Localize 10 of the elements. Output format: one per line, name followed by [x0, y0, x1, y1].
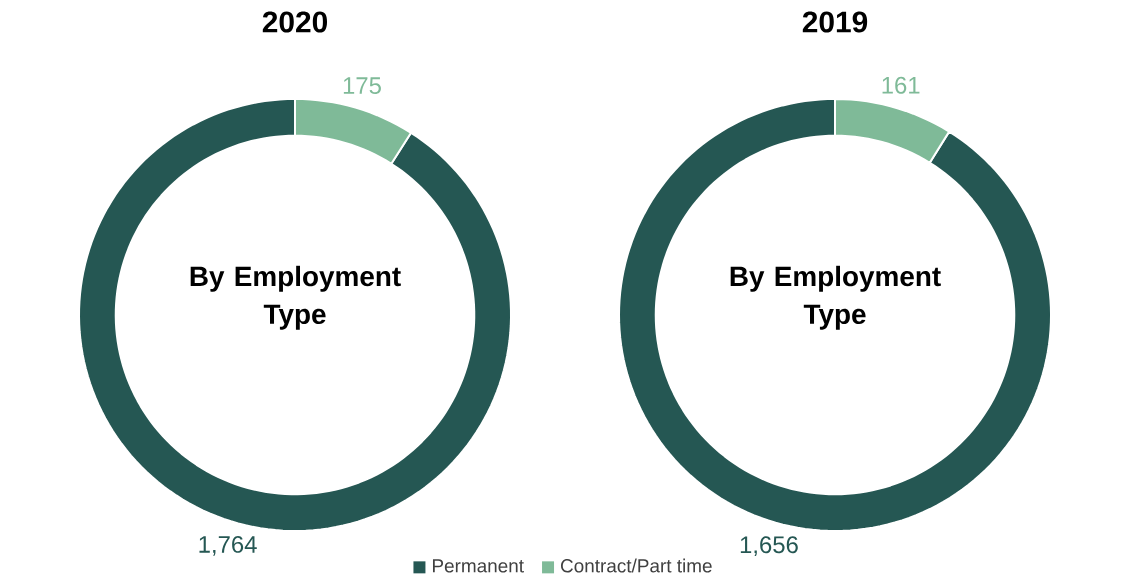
text: By Employment Type: [730, 265, 941, 330]
chart-title: 2019: [802, 11, 868, 33]
data-label: 175: [343, 77, 381, 95]
text: By Employment Type: [190, 265, 401, 330]
data-label: 1,656: [740, 536, 798, 557]
data-label: 161: [882, 76, 920, 94]
legend-label: Contract/Part time: [560, 558, 712, 573]
data-label: 1,764: [199, 535, 257, 556]
chart-title: 2020: [262, 11, 328, 33]
legend-label: Permanent: [432, 559, 524, 573]
